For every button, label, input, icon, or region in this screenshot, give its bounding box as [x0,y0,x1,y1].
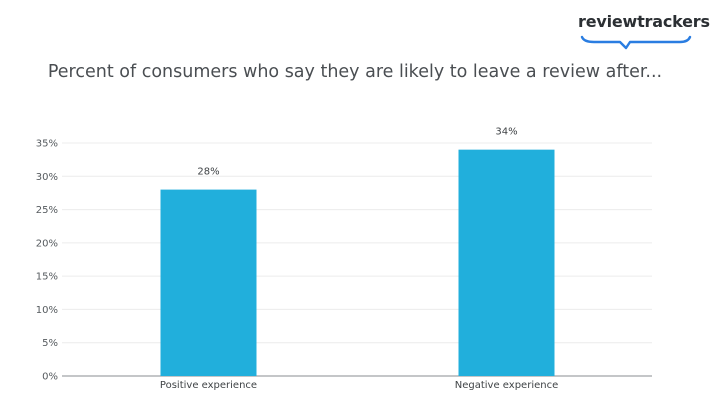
y-tick-label: 5% [42,338,58,349]
reviewtrackers-logo: reviewtrackers [578,12,716,52]
x-category-label: Positive experience [160,380,257,391]
x-category-label: Negative experience [455,380,558,391]
bar [458,149,555,376]
bar-value-label: 28% [197,167,219,178]
y-tick-label: 0% [42,372,58,383]
y-tick-label: 30% [36,172,58,183]
bar [160,189,257,376]
y-tick-label: 35% [36,139,58,150]
speech-bubble-swoosh-icon [580,35,692,50]
y-tick-label: 10% [36,305,58,316]
y-tick-label: 15% [36,272,58,283]
bar-value-label: 34% [495,127,517,138]
y-tick-label: 25% [36,205,58,216]
logo-wordmark: reviewtrackers [578,12,710,31]
chart-title: Percent of consumers who say they are li… [47,62,663,82]
y-tick-label: 20% [36,238,58,249]
